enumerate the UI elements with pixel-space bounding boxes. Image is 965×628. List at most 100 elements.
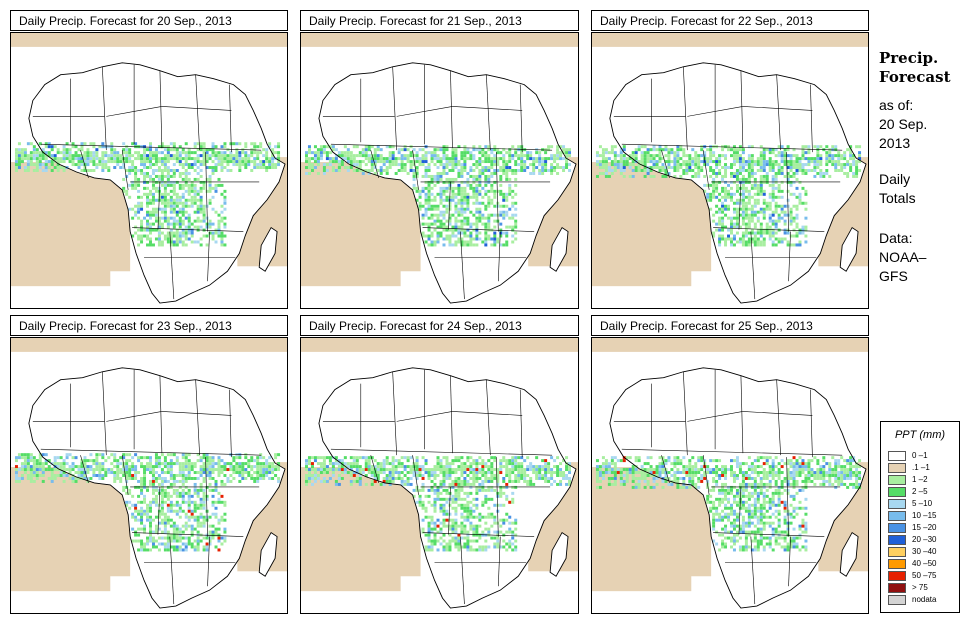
coastline bbox=[318, 367, 577, 609]
forecast-map-5 bbox=[300, 337, 579, 614]
country-border bbox=[132, 227, 244, 232]
legend-item: 5 –10 bbox=[888, 499, 958, 510]
country-border bbox=[495, 152, 499, 232]
country-border bbox=[738, 486, 742, 535]
country-border bbox=[205, 152, 208, 232]
legend-item: > 75 bbox=[888, 583, 958, 594]
dry-zone bbox=[11, 226, 111, 287]
panel-title-3: Daily Precip. Forecast for 22 Sep., 2013 bbox=[591, 10, 869, 31]
legend-swatch bbox=[888, 451, 906, 461]
country-border bbox=[229, 84, 232, 153]
madagascar bbox=[839, 531, 859, 577]
country-border bbox=[169, 536, 175, 605]
country-border bbox=[687, 411, 743, 422]
country-border bbox=[450, 70, 453, 149]
country-border bbox=[460, 536, 465, 605]
country-border bbox=[452, 106, 523, 111]
country-border bbox=[102, 371, 107, 456]
dry-zone bbox=[11, 531, 111, 592]
country-border bbox=[738, 181, 742, 230]
country-border bbox=[713, 532, 825, 537]
rainfall-cells bbox=[304, 456, 572, 552]
country-border bbox=[810, 84, 813, 153]
sidebar-data-source: Data: NOAA– GFS bbox=[879, 229, 926, 286]
country-border bbox=[330, 448, 553, 456]
legend-label: .1 –1 bbox=[912, 463, 930, 472]
legend-swatch bbox=[888, 559, 906, 569]
dry-zone bbox=[592, 33, 868, 47]
country-border bbox=[40, 143, 262, 151]
country-border bbox=[412, 150, 419, 190]
country-border bbox=[788, 231, 791, 282]
country-border bbox=[786, 152, 789, 232]
legend-item: 50 –75 bbox=[888, 571, 958, 582]
dry-zone bbox=[592, 531, 692, 592]
country-border bbox=[121, 455, 129, 495]
country-border bbox=[486, 379, 491, 456]
country-border bbox=[683, 66, 688, 151]
country-border bbox=[132, 532, 244, 537]
legend-item: 30 –40 bbox=[888, 547, 958, 558]
asof-date: 20 Sep. bbox=[879, 116, 928, 132]
legend-swatch bbox=[888, 475, 906, 485]
coastline bbox=[28, 62, 286, 304]
precip-map-svg bbox=[592, 33, 868, 304]
country-border bbox=[497, 231, 501, 282]
forecast-map-2 bbox=[300, 32, 579, 309]
country-border bbox=[740, 70, 744, 149]
legend-item: 1 –2 bbox=[888, 475, 958, 486]
panel-title-6: Daily Precip. Forecast for 25 Sep., 2013 bbox=[591, 315, 869, 336]
heading-line-1: Precip. bbox=[879, 49, 939, 67]
country-border bbox=[195, 74, 200, 151]
country-border bbox=[161, 411, 232, 416]
legend-label: 2 –5 bbox=[912, 487, 928, 496]
precip-map-svg bbox=[301, 338, 578, 609]
legend-label: nodata bbox=[912, 595, 937, 604]
country-border bbox=[207, 231, 210, 282]
country-border bbox=[519, 389, 523, 458]
legend-swatch bbox=[888, 511, 906, 521]
country-border bbox=[330, 143, 553, 151]
precip-map-svg bbox=[11, 338, 287, 609]
madagascar bbox=[258, 531, 278, 577]
forecast-map-6 bbox=[591, 337, 869, 614]
country-border bbox=[157, 181, 161, 230]
country-border bbox=[661, 455, 670, 484]
madagascar bbox=[258, 226, 278, 272]
country-border bbox=[661, 150, 670, 179]
africa-landmass bbox=[318, 367, 577, 609]
legend-swatch bbox=[888, 535, 906, 545]
country-border bbox=[161, 106, 232, 111]
country-border bbox=[750, 231, 756, 300]
panel-title-1: Daily Precip. Forecast for 20 Sep., 2013 bbox=[10, 10, 288, 31]
country-border bbox=[687, 106, 743, 117]
africa-landmass bbox=[609, 62, 867, 304]
legend-label: 50 –75 bbox=[912, 571, 937, 580]
country-border bbox=[40, 448, 262, 456]
legend-item: 15 –20 bbox=[888, 523, 958, 534]
precip-map-svg bbox=[301, 33, 578, 304]
dry-zone bbox=[301, 226, 401, 287]
country-border bbox=[448, 181, 451, 230]
madagascar bbox=[549, 226, 569, 272]
rainfall-cells bbox=[304, 145, 572, 247]
country-border bbox=[702, 150, 710, 190]
totals-line-1: Daily bbox=[879, 171, 911, 187]
country-border bbox=[396, 106, 453, 117]
coastline bbox=[609, 62, 867, 304]
country-border bbox=[460, 231, 465, 300]
ppt-legend: PPT (mm) 0 –1 .1 –1 1 –2 2 –5 5 –10 10 –15 15 … bbox=[880, 421, 960, 613]
country-border bbox=[786, 457, 789, 537]
dry-zone bbox=[301, 338, 578, 352]
country-border bbox=[452, 411, 523, 416]
legend-swatch bbox=[888, 571, 906, 581]
country-border bbox=[396, 411, 453, 422]
legend-item: 10 –15 bbox=[888, 511, 958, 522]
country-border bbox=[621, 143, 843, 151]
dry-zone bbox=[11, 33, 287, 47]
legend-item: 2 –5 bbox=[888, 487, 958, 498]
country-border bbox=[776, 379, 781, 456]
dry-zone bbox=[301, 33, 578, 47]
country-border bbox=[486, 74, 491, 151]
coastline bbox=[28, 367, 286, 609]
